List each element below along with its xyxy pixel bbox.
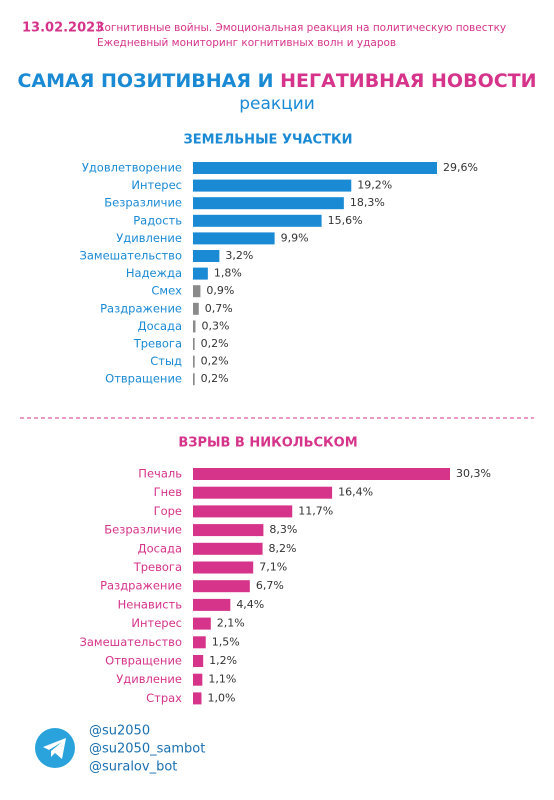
value-label: 11,7%	[298, 504, 333, 517]
telegram-plane	[43, 738, 66, 759]
value-label: 2,1%	[217, 617, 245, 630]
bar	[193, 598, 231, 611]
category-label: Печаль	[138, 467, 182, 481]
category-label: Отвращение	[105, 372, 182, 386]
bar	[193, 250, 220, 262]
category-label: Тревога	[133, 337, 182, 351]
category-label: Горе	[154, 504, 182, 518]
bar	[193, 636, 206, 649]
category-label: Смех	[151, 284, 182, 298]
bar	[193, 580, 250, 593]
value-label: 15,6%	[328, 214, 363, 227]
value-label: 29,6%	[443, 161, 478, 174]
value-label: 8,3%	[269, 523, 297, 536]
handle: @su2050_sambot	[89, 742, 205, 757]
bar	[193, 373, 195, 386]
value-label: 16,4%	[338, 486, 373, 499]
value-label: 3,2%	[225, 249, 253, 262]
bar	[193, 267, 208, 280]
category-label: Интерес	[131, 616, 182, 630]
value-label: 19,2%	[357, 179, 392, 192]
category-label: Замешательство	[80, 249, 182, 263]
category-label: Безразличие	[104, 523, 182, 537]
bar	[193, 542, 263, 555]
category-label: Раздражение	[100, 301, 182, 315]
category-label: Стыд	[150, 354, 182, 368]
title-part: НЕГАТИВНАЯ НОВОСТИ	[280, 70, 536, 92]
value-label: 1,0%	[207, 691, 235, 704]
category-label: Надежда	[126, 266, 182, 280]
bar	[193, 338, 195, 350]
bar	[193, 320, 196, 333]
bar	[193, 355, 195, 368]
bar	[193, 692, 202, 705]
bar	[193, 655, 204, 667]
date: 13.02.2023	[22, 21, 104, 36]
bar	[193, 673, 203, 686]
value-label: 0,2%	[201, 355, 229, 368]
bar	[193, 179, 352, 192]
value-label: 0,7%	[205, 302, 233, 315]
bar	[193, 232, 275, 245]
value-label: 1,1%	[208, 673, 236, 686]
value-label: 7,1%	[259, 561, 287, 574]
category-label: Досада	[138, 319, 182, 333]
bar	[193, 561, 254, 574]
category-label: Тревога	[133, 560, 182, 574]
handle: @suralov_bot	[89, 760, 177, 775]
header-line: Когнитивные войны. Эмоциональная реакция…	[97, 22, 506, 34]
bar	[193, 302, 199, 315]
category-label: Удивление	[116, 231, 182, 245]
value-label: 0,2%	[201, 337, 229, 350]
header-line: Ежедневный мониторинг когнитивных волн и…	[97, 37, 396, 49]
bar	[193, 617, 211, 630]
category-label: Отвращение	[105, 654, 182, 668]
category-label: Замешательство	[80, 635, 182, 649]
bar	[193, 162, 437, 174]
handle: @su2050	[89, 724, 150, 739]
chart-title: ВЗРЫВ В НИКОЛЬСКОМ	[178, 436, 357, 451]
bar	[193, 214, 322, 227]
value-label: 30,3%	[456, 467, 491, 480]
category-label: Интерес	[131, 178, 182, 192]
value-label: 1,5%	[212, 635, 240, 648]
value-label: 18,3%	[350, 196, 385, 209]
category-label: Безразличие	[104, 196, 182, 210]
category-label: Страх	[146, 691, 182, 705]
bar	[193, 285, 201, 298]
value-label: 0,2%	[201, 372, 229, 385]
bar	[193, 468, 450, 480]
value-label: 4,4%	[236, 598, 264, 611]
value-label: 1,2%	[209, 654, 237, 667]
title-part: САМАЯ ПОЗИТИВНАЯ И	[17, 70, 273, 92]
value-label: 9,9%	[281, 231, 309, 244]
value-label: 6,7%	[256, 579, 284, 592]
bar	[193, 505, 293, 518]
category-label: Гнев	[154, 485, 183, 499]
value-label: 1,8%	[214, 267, 242, 280]
value-label: 8,2%	[269, 542, 297, 555]
value-label: 0,9%	[206, 284, 234, 297]
category-label: Удовлетворение	[82, 161, 182, 175]
bar	[193, 197, 344, 210]
subtitle: реакции	[239, 94, 315, 114]
bar	[193, 486, 333, 499]
category-label: Удивление	[116, 672, 182, 686]
bar	[193, 524, 264, 537]
category-label: Радость	[133, 213, 182, 227]
category-label: Раздражение	[100, 579, 182, 593]
value-label: 0,3%	[201, 319, 229, 332]
category-label: Досада	[138, 541, 182, 555]
category-label: Ненависть	[118, 597, 183, 611]
chart-title: ЗЕМЕЛЬНЫЕ УЧАСТКИ	[184, 133, 353, 148]
main-title: САМАЯ ПОЗИТИВНАЯ И НЕГАТИВНАЯ НОВОСТИ	[17, 70, 536, 92]
